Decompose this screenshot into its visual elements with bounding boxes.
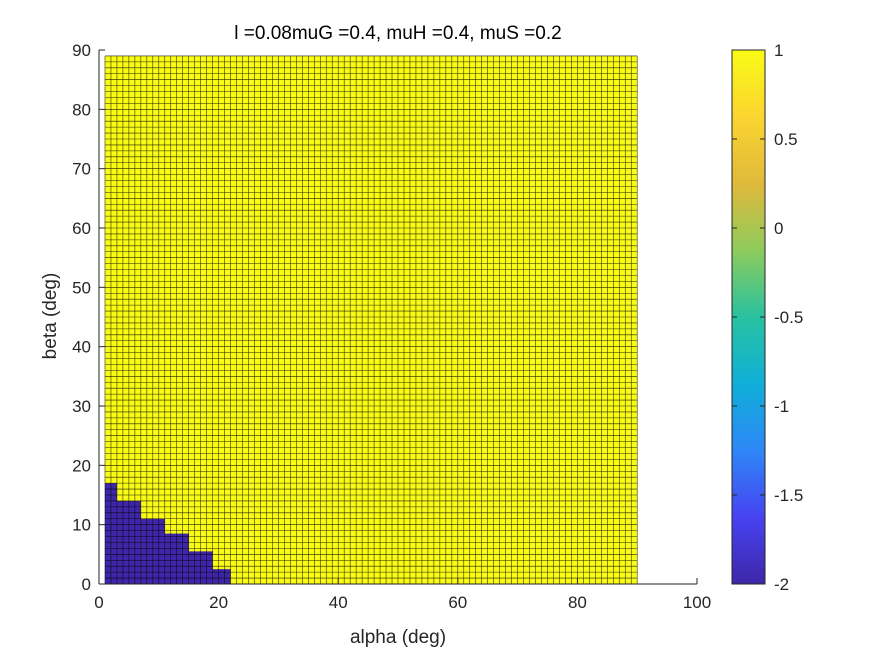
x-axis-label: alpha (deg)	[350, 627, 446, 648]
y-tick-label: 40	[72, 338, 91, 357]
x-tick-label: 100	[683, 593, 711, 612]
colorbar-tick-label: 0	[774, 219, 783, 238]
y-tick-label: 30	[72, 397, 91, 416]
colorbar-tick-label: -0.5	[774, 308, 803, 327]
colorbar-tick-label: -1.5	[774, 486, 803, 505]
y-axis-label: beta (deg)	[40, 273, 61, 360]
y-tick-label: 50	[72, 278, 91, 297]
x-tick-label: 60	[448, 593, 467, 612]
y-tick-label: 60	[72, 219, 91, 238]
high-value-region	[104, 55, 638, 584]
y-tick-label: 0	[82, 575, 91, 594]
colorbar-tick-label: -2	[774, 575, 789, 594]
y-tick-label: 20	[72, 456, 91, 475]
x-tick-label: 40	[329, 593, 348, 612]
x-tick-label: 20	[209, 593, 228, 612]
colorbar-tick-label: -1	[774, 397, 789, 416]
y-tick-label: 10	[72, 516, 91, 535]
x-axis: 0 20 40 60 80 100	[94, 578, 711, 612]
y-tick-label: 70	[72, 160, 91, 179]
y-tick-label: 90	[72, 41, 91, 60]
plot-area	[104, 55, 638, 585]
y-tick-label: 80	[72, 100, 91, 119]
low-value-cell-block	[212, 569, 231, 584]
chart-title: l =0.08muG =0.4, muH =0.4, muS =0.2	[234, 23, 561, 44]
colorbar-tick-label: 0.5	[774, 130, 798, 149]
x-tick-label: 80	[568, 593, 587, 612]
y-axis: 0 10 20 30 40 50 60 70 80 90	[72, 41, 105, 594]
heatmap-cell-edges	[104, 55, 638, 585]
colorbar: 1 0.5 0 -0.5 -1 -1.5 -2	[731, 41, 803, 594]
colorbar-gradient	[731, 49, 766, 585]
colorbar-tick-label: 1	[774, 41, 783, 60]
x-tick-label: 0	[94, 593, 103, 612]
